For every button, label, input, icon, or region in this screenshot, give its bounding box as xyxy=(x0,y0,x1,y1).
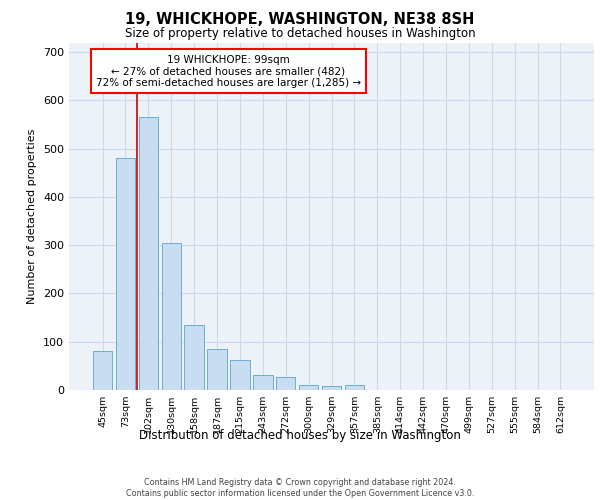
Bar xyxy=(299,385,319,390)
Text: Distribution of detached houses by size in Washington: Distribution of detached houses by size … xyxy=(139,430,461,442)
Bar xyxy=(93,352,112,390)
Bar xyxy=(184,325,204,390)
Bar xyxy=(208,349,227,390)
Bar xyxy=(322,386,341,390)
Text: 19, WHICKHOPE, WASHINGTON, NE38 8SH: 19, WHICKHOPE, WASHINGTON, NE38 8SH xyxy=(125,12,475,28)
Text: Contains HM Land Registry data © Crown copyright and database right 2024.
Contai: Contains HM Land Registry data © Crown c… xyxy=(126,478,474,498)
Bar xyxy=(276,377,295,390)
Text: Size of property relative to detached houses in Washington: Size of property relative to detached ho… xyxy=(125,28,475,40)
Bar xyxy=(344,385,364,390)
Bar xyxy=(253,374,272,390)
Y-axis label: Number of detached properties: Number of detached properties xyxy=(28,128,37,304)
Bar xyxy=(161,243,181,390)
Bar xyxy=(116,158,135,390)
Bar xyxy=(139,118,158,390)
Bar xyxy=(230,360,250,390)
Text: 19 WHICKHOPE: 99sqm
← 27% of detached houses are smaller (482)
72% of semi-detac: 19 WHICKHOPE: 99sqm ← 27% of detached ho… xyxy=(96,54,361,88)
